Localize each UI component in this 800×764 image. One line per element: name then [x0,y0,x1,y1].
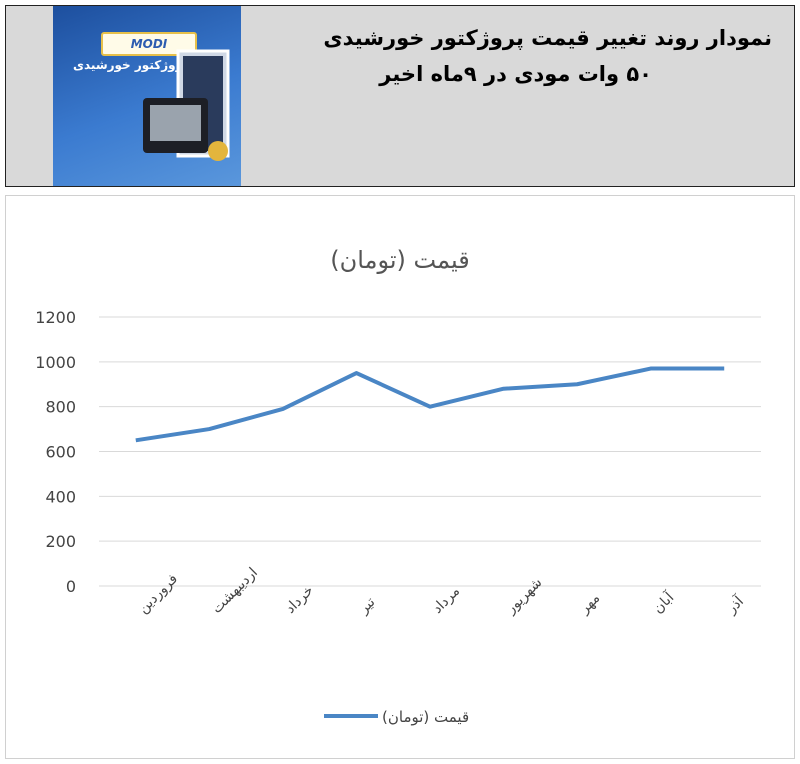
chart-container: قیمت (تومان) 0 200 400 600 800 1000 1200 فروردین… [5,195,795,759]
y-tick-label: 200 [45,532,76,551]
y-tick-label: 600 [45,443,76,462]
title-line-2: ۵۰ وات مودی در ۹ماه اخیر [379,62,652,86]
chart-title: قیمت (تومان) [330,246,469,274]
header-banner: MODI پروژکتور خورشیدی نمودار روند تغییر … [5,5,795,187]
x-tick-label: مهر [576,590,603,617]
y-tick-label: 1200 [35,308,76,327]
y-tick-label: 1000 [35,353,76,372]
legend-label: قیمت (تومان) [382,708,469,726]
line-chart: قیمت (تومان) 0 200 400 600 800 1000 1200 فروردین… [35,246,761,726]
y-tick-label: 0 [66,577,76,596]
y-tick-label: 400 [45,487,76,506]
x-tick-label: تیر [355,594,378,617]
title-line-1: نمودار روند تغییر قیمت پروژکتور خورشیدی [323,26,772,50]
product-brand: MODI [101,32,197,56]
series-line [135,366,725,443]
x-tick-label: اردیبهشت [209,565,261,617]
x-tick-label: خرداد [282,582,316,616]
projector-illustration [143,49,230,161]
x-tick-label: شهریور [502,575,545,618]
y-tick-label: 800 [45,398,76,417]
page-title: نمودار روند تغییر قیمت پروژکتور خورشیدی … [252,20,772,92]
x-tick-label: آذر [722,592,747,617]
product-text: پروژکتور خورشیدی [73,58,188,72]
product-image: MODI پروژکتور خورشیدی [53,6,241,186]
x-tick-label: فروردین [135,571,181,617]
x-tick-label: آبان [649,588,678,617]
x-tick-label: مرداد [430,583,464,617]
